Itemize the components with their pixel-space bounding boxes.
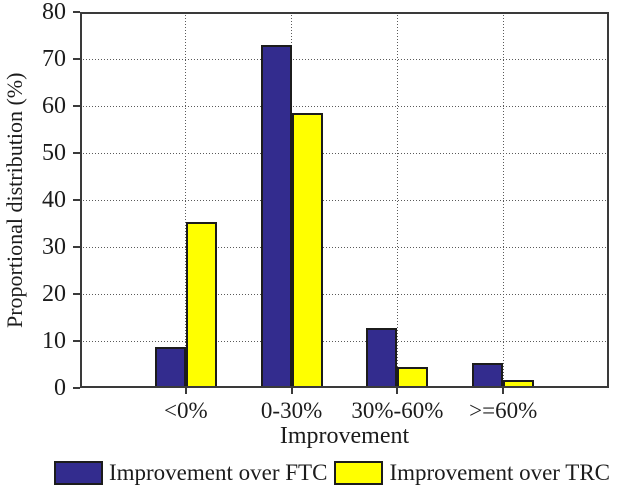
gridline-vertical xyxy=(396,12,398,388)
y-axis-tick xyxy=(73,105,80,107)
y-axis-tick xyxy=(73,246,80,248)
y-axis-tick xyxy=(73,11,80,13)
bar-trc-3 xyxy=(503,380,535,388)
x-axis-tick xyxy=(290,388,293,394)
y-tick-label: 0 xyxy=(54,375,66,401)
y-tick-label: 50 xyxy=(42,140,66,166)
legend: Improvement over FTC Improvement over TR… xyxy=(52,460,612,486)
y-tick-label: 60 xyxy=(42,93,66,119)
bar-ftc-1 xyxy=(260,45,292,388)
gridline-horizontal xyxy=(80,293,609,295)
legend-label-trc: Improvement over TRC xyxy=(389,460,611,485)
gridline-horizontal xyxy=(80,246,609,248)
y-axis-tick xyxy=(73,387,80,389)
x-tick-label: 30%-60% xyxy=(351,398,444,423)
x-tick-label: 0-30% xyxy=(260,398,323,423)
y-tick-label: 80 xyxy=(42,0,66,25)
x-axis-title: Improvement xyxy=(279,423,410,449)
x-tick-label: >=60% xyxy=(469,398,538,423)
gridline-horizontal xyxy=(80,152,609,154)
x-axis-tick xyxy=(396,388,399,394)
legend-entry-ftc: Improvement over FTC xyxy=(53,460,328,486)
bar-trc-1 xyxy=(291,112,323,388)
x-axis-tick xyxy=(184,388,187,394)
legend-swatch-trc xyxy=(334,461,384,485)
bar-ftc-2 xyxy=(366,327,398,388)
gridline-horizontal xyxy=(80,199,609,201)
y-tick-label: 40 xyxy=(42,187,66,213)
y-axis-tick xyxy=(73,340,80,342)
bar-trc-2 xyxy=(397,367,429,388)
y-axis-tick xyxy=(73,199,80,201)
y-tick-label: 10 xyxy=(42,328,66,354)
x-tick-label: <0% xyxy=(163,398,208,423)
bar-ftc-0 xyxy=(154,346,186,388)
gridline-horizontal xyxy=(80,340,609,342)
y-tick-label: 70 xyxy=(42,46,66,72)
gridline-horizontal xyxy=(80,105,609,107)
bar-ftc-3 xyxy=(472,362,504,388)
gridline-horizontal xyxy=(80,58,609,60)
y-axis-tick xyxy=(73,293,80,295)
y-axis-tick xyxy=(73,58,80,60)
y-tick-label: 30 xyxy=(42,234,66,260)
gridline-vertical xyxy=(502,12,504,388)
bar-trc-0 xyxy=(185,222,217,388)
legend-swatch-ftc xyxy=(53,461,103,485)
legend-label-ftc: Improvement over FTC xyxy=(108,460,328,485)
x-axis-tick xyxy=(502,388,505,394)
y-axis-tick xyxy=(73,152,80,154)
legend-entry-trc: Improvement over TRC xyxy=(334,460,610,486)
y-tick-label: 20 xyxy=(42,281,66,307)
gridline-vertical xyxy=(185,12,187,388)
